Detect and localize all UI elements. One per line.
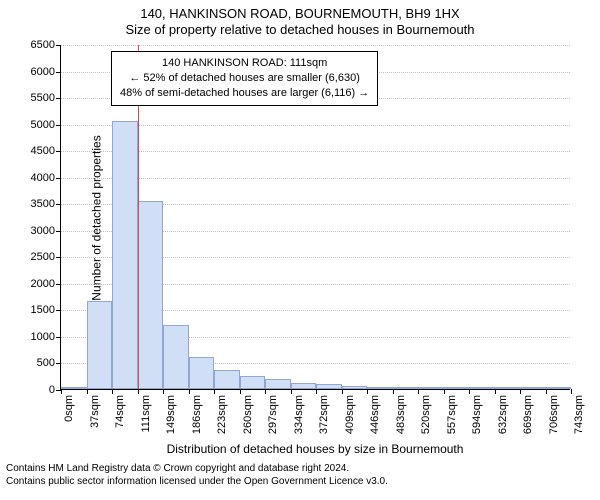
histogram-bar: [163, 325, 189, 389]
info-line-1: 140 HANKINSON ROAD: 111sqm: [120, 56, 369, 71]
xtick-mark: [495, 389, 496, 394]
ytick-label: 4500: [31, 145, 61, 157]
histogram-bar: [444, 387, 470, 389]
histogram-bar: [61, 387, 87, 389]
ytick-label: 6500: [31, 39, 61, 51]
xtick-mark: [138, 389, 139, 394]
histogram-bar: [342, 386, 368, 389]
xtick-label: 111sqm: [140, 395, 152, 433]
histogram-bar: [214, 370, 240, 389]
xtick-label: 372sqm: [318, 395, 330, 434]
xtick-mark: [87, 389, 88, 394]
ytick-label: 3500: [31, 198, 61, 210]
xtick-mark: [546, 389, 547, 394]
page-title: 140, HANKINSON ROAD, BOURNEMOUTH, BH9 1H…: [0, 6, 600, 21]
xtick-mark: [291, 389, 292, 394]
xtick-label: 669sqm: [522, 395, 534, 434]
xtick-label: 446sqm: [369, 395, 381, 434]
ytick-label: 1000: [31, 331, 61, 343]
histogram-bar: [189, 357, 215, 389]
xtick-mark: [112, 389, 113, 394]
attribution-footer: Contains HM Land Registry data © Crown c…: [0, 463, 600, 488]
xtick-label: 706sqm: [548, 395, 560, 434]
xtick-mark: [571, 389, 572, 394]
ytick-label: 2500: [31, 251, 61, 263]
xtick-label: 632sqm: [497, 395, 509, 434]
xtick-mark: [265, 389, 266, 394]
xtick-mark: [418, 389, 419, 394]
xtick-mark: [393, 389, 394, 394]
xtick-mark: [342, 389, 343, 394]
histogram-bar: [265, 379, 291, 389]
xtick-mark: [163, 389, 164, 394]
xtick-mark: [444, 389, 445, 394]
histogram-bar: [138, 201, 164, 389]
xtick-label: 149sqm: [165, 395, 177, 434]
histogram-bar: [418, 387, 444, 389]
xtick-label: 186sqm: [191, 395, 203, 434]
ytick-label: 5000: [31, 119, 61, 131]
histogram-bar: [240, 376, 266, 389]
xtick-mark: [189, 389, 190, 394]
xtick-mark: [214, 389, 215, 394]
ytick-label: 2000: [31, 278, 61, 290]
histogram-bar: [87, 301, 113, 389]
marker-info-box: 140 HANKINSON ROAD: 111sqm ← 52% of deta…: [111, 51, 378, 106]
histogram-bar: [393, 387, 419, 389]
ytick-label: 3000: [31, 225, 61, 237]
xtick-label: 37sqm: [89, 395, 101, 428]
histogram-bar: [469, 387, 495, 389]
ytick-label: 0: [49, 384, 61, 396]
chart-plot-area: 0500100015002000250030003500400045005000…: [60, 45, 570, 390]
page-subtitle: Size of property relative to detached ho…: [0, 22, 600, 37]
xtick-label: 74sqm: [114, 395, 126, 428]
ytick-label: 500: [37, 357, 61, 369]
histogram-bar: [316, 384, 342, 389]
histogram-bar: [291, 383, 317, 389]
ytick-label: 1500: [31, 304, 61, 316]
histogram-bar: [112, 121, 138, 389]
xtick-label: 260sqm: [242, 395, 254, 434]
info-line-3: 48% of semi-detached houses are larger (…: [120, 86, 369, 101]
xtick-mark: [240, 389, 241, 394]
x-axis-label: Distribution of detached houses by size …: [60, 442, 570, 456]
ytick-label: 6000: [31, 66, 61, 78]
info-line-2: ← 52% of detached houses are smaller (6,…: [120, 71, 369, 86]
xtick-label: 594sqm: [471, 395, 483, 434]
histogram-bar: [367, 387, 393, 389]
xtick-label: 520sqm: [420, 395, 432, 434]
xtick-mark: [520, 389, 521, 394]
xtick-label: 297sqm: [267, 395, 279, 434]
xtick-mark: [367, 389, 368, 394]
ytick-label: 4000: [31, 172, 61, 184]
footer-line-2: Contains public sector information licen…: [0, 476, 600, 489]
xtick-mark: [61, 389, 62, 394]
xtick-label: 743sqm: [573, 395, 585, 434]
xtick-mark: [469, 389, 470, 394]
histogram-bar: [546, 387, 572, 389]
xtick-label: 0sqm: [63, 395, 75, 422]
histogram-bar: [520, 387, 546, 389]
xtick-label: 409sqm: [344, 395, 356, 434]
xtick-label: 557sqm: [446, 395, 458, 434]
histogram-bar: [495, 387, 521, 389]
xtick-label: 334sqm: [293, 395, 305, 434]
ytick-label: 5500: [31, 92, 61, 104]
xtick-mark: [316, 389, 317, 394]
xtick-label: 223sqm: [216, 395, 228, 434]
xtick-label: 483sqm: [395, 395, 407, 434]
footer-line-1: Contains HM Land Registry data © Crown c…: [0, 463, 600, 476]
